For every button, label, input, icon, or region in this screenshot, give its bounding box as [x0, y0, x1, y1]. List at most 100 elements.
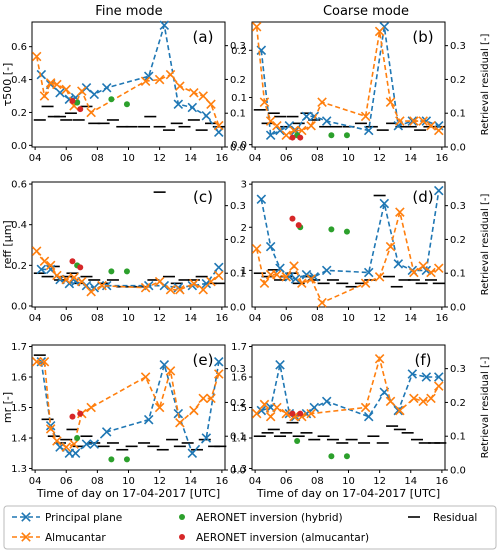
point-alm	[69, 272, 79, 283]
point-alm-stroke	[39, 357, 50, 367]
x-tick-label: 10	[342, 313, 355, 324]
point-pp	[256, 194, 267, 205]
point-alm	[426, 393, 436, 404]
point-pp	[290, 274, 301, 284]
point-pp	[275, 125, 285, 136]
point-pp	[89, 439, 100, 449]
point-pp	[321, 396, 332, 407]
x-tick-label: 14	[184, 476, 197, 487]
point-pp-stroke	[393, 405, 404, 416]
y2-tick-label: 0.1	[230, 269, 246, 280]
aeronet-almucantar-point	[69, 413, 76, 420]
point-alm	[434, 125, 444, 136]
point-pp	[159, 20, 170, 31]
x-axis-label-left: Time of day on 17-04-2017 [UTC]	[36, 487, 220, 500]
x-tick-label: 14	[184, 153, 197, 164]
aeronet-hybrid-point	[108, 96, 115, 103]
series-line-alm	[36, 360, 220, 448]
point-alm-stroke	[289, 125, 299, 136]
x-tick-label: 12	[373, 153, 386, 164]
point-pp-stroke	[407, 116, 418, 126]
x-tick-label: 08	[91, 153, 104, 164]
point-alm	[317, 297, 327, 308]
point-alm-stroke	[281, 408, 292, 419]
point-alm-stroke	[409, 393, 419, 404]
x-tick-label: 04	[249, 476, 262, 487]
point-pp-stroke	[309, 111, 320, 122]
point-pp	[407, 369, 418, 379]
y2-tick-label: 0.2	[230, 398, 246, 409]
point-pp-stroke	[81, 439, 92, 449]
x-tick-label: 08	[91, 313, 104, 324]
point-alm	[281, 272, 292, 282]
legend-alm-marker	[21, 532, 31, 542]
point-pp-stroke	[434, 185, 444, 196]
point-pp-stroke	[214, 357, 224, 367]
y2-tick-label: 0.2	[450, 235, 466, 246]
point-pp	[101, 427, 112, 437]
point-alm-stroke	[206, 276, 216, 287]
point-alm	[272, 121, 282, 131]
point-pp	[275, 360, 285, 370]
point-alm-stroke	[97, 280, 107, 291]
point-pp-stroke	[421, 116, 432, 126]
point-pp-stroke	[434, 372, 444, 382]
x-tick-label: 06	[60, 476, 73, 487]
point-alm-stroke	[251, 408, 262, 419]
point-alm	[39, 357, 50, 367]
aeronet-hybrid-point	[123, 268, 130, 275]
point-pp	[363, 267, 374, 278]
point-alm	[39, 256, 50, 267]
y2-tick-label: 0.2	[450, 75, 466, 86]
panel-b: 04 06 08 10 12 14 160.00.10.20.00.10.20.3 Retri…	[231, 21, 491, 164]
point-alm-stroke	[434, 381, 444, 391]
point-pp	[143, 414, 154, 425]
point-alm	[418, 261, 428, 271]
point-alm	[31, 246, 42, 256]
point-alm-stroke	[434, 125, 444, 136]
point-alm-stroke	[272, 269, 282, 280]
point-alm-stroke	[306, 408, 316, 419]
point-alm	[317, 97, 327, 107]
point-alm-stroke	[409, 116, 419, 126]
point-alm	[206, 99, 216, 110]
point-alm	[165, 366, 176, 376]
point-pp-stroke	[214, 262, 224, 273]
point-alm	[140, 282, 151, 293]
point-pp	[379, 198, 390, 209]
panel-label: (d)	[412, 188, 433, 206]
point-alm	[61, 442, 72, 452]
legend-frame	[3, 505, 497, 550]
point-pp-stroke	[284, 121, 295, 131]
point-pp-stroke	[301, 269, 312, 280]
point-pp-stroke	[187, 102, 198, 113]
point-alm	[154, 276, 165, 287]
y2-tick-label: 0.0	[450, 466, 466, 477]
y2-axis-label: Retrieval residual [-]	[480, 356, 491, 458]
point-pp	[301, 111, 312, 122]
point-pp	[407, 116, 418, 126]
y-tick-label: 2	[241, 223, 247, 234]
point-alm	[97, 280, 107, 291]
point-pp	[256, 405, 267, 416]
x-tick-label: 06	[280, 313, 293, 324]
point-alm	[154, 74, 165, 85]
y2-tick-label: 0.0	[230, 143, 246, 154]
point-alm-stroke	[189, 87, 199, 98]
point-alm	[198, 393, 208, 404]
point-pp-stroke	[89, 89, 100, 100]
point-alm-stroke	[45, 260, 56, 271]
point-pp-stroke	[55, 87, 65, 98]
point-alm-stroke	[31, 51, 42, 62]
point-pp	[187, 448, 198, 458]
point-alm	[395, 116, 405, 126]
point-alm	[165, 284, 176, 295]
x-tick-label: 10	[122, 476, 135, 487]
point-alm-stroke	[385, 97, 396, 107]
point-alm-stroke	[77, 86, 87, 96]
series-line-alm	[255, 211, 440, 304]
point-pp	[434, 185, 444, 196]
y2-tick-label: 0.1	[450, 432, 466, 443]
point-pp	[101, 83, 112, 93]
